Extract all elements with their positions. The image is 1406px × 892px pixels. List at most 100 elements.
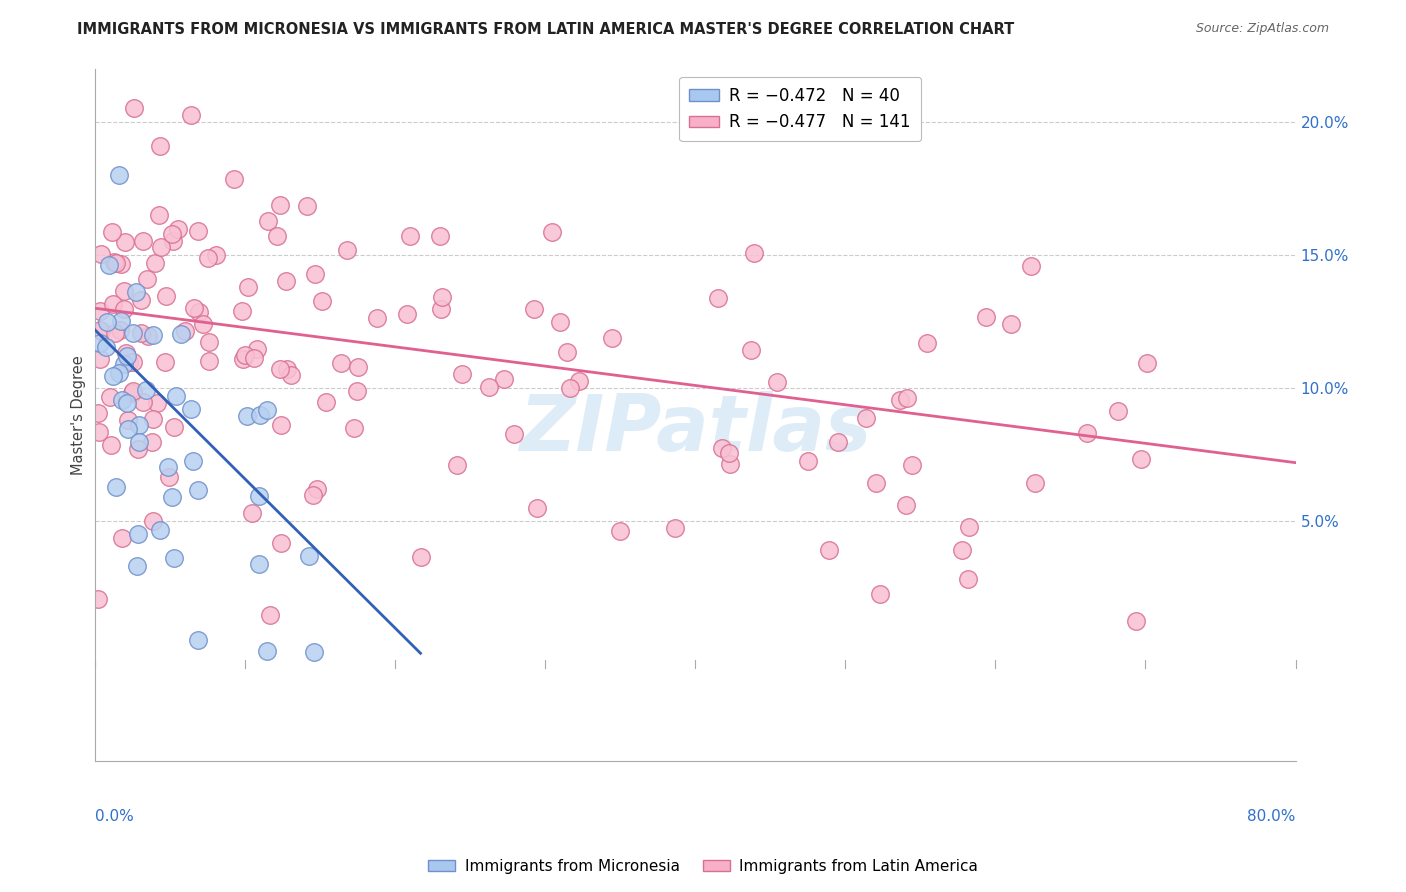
- Point: [270, 536, 292, 550]
- Point: [817, 543, 839, 558]
- Point: [869, 587, 891, 601]
- Point: [187, 632, 209, 647]
- Point: [429, 228, 451, 243]
- Point: [198, 335, 221, 350]
- Point: [122, 384, 145, 399]
- Point: [149, 523, 172, 537]
- Point: [492, 372, 515, 386]
- Point: [766, 375, 789, 389]
- Point: [141, 434, 163, 449]
- Point: [896, 391, 918, 405]
- Point: [302, 645, 325, 659]
- Point: [197, 354, 219, 368]
- Point: [1129, 451, 1152, 466]
- Point: [105, 480, 128, 494]
- Point: [269, 362, 291, 376]
- Point: [187, 224, 209, 238]
- Point: [409, 550, 432, 565]
- Point: [122, 326, 145, 340]
- Point: [311, 293, 333, 308]
- Point: [259, 607, 281, 622]
- Point: [89, 304, 111, 318]
- Point: [180, 402, 202, 417]
- Point: [136, 329, 159, 343]
- Point: [197, 251, 219, 265]
- Point: [112, 357, 135, 371]
- Point: [827, 434, 849, 449]
- Point: [503, 427, 526, 442]
- Point: [142, 514, 165, 528]
- Point: [127, 442, 149, 456]
- Text: 80.0%: 80.0%: [1247, 809, 1295, 824]
- Point: [111, 392, 134, 407]
- Point: [901, 458, 924, 472]
- Point: [98, 258, 121, 272]
- Point: [101, 297, 124, 311]
- Point: [1107, 403, 1129, 417]
- Point: [103, 255, 125, 269]
- Point: [894, 499, 917, 513]
- Point: [347, 359, 370, 374]
- Point: [1136, 356, 1159, 370]
- Point: [89, 335, 111, 350]
- Point: [889, 393, 911, 408]
- Point: [242, 351, 264, 366]
- Point: [115, 396, 138, 410]
- Point: [541, 225, 564, 239]
- Point: [249, 489, 271, 503]
- Point: [149, 138, 172, 153]
- Point: [399, 228, 422, 243]
- Point: [568, 374, 591, 388]
- Point: [135, 383, 157, 397]
- Point: [797, 453, 820, 467]
- Point: [122, 355, 145, 369]
- Point: [86, 406, 108, 420]
- Point: [181, 454, 204, 468]
- Point: [1024, 476, 1046, 491]
- Point: [111, 531, 134, 545]
- Point: [132, 395, 155, 409]
- Point: [270, 417, 292, 432]
- Point: [132, 234, 155, 248]
- Point: [108, 366, 131, 380]
- Point: [233, 348, 256, 362]
- Point: [125, 558, 148, 573]
- Point: [232, 352, 254, 367]
- Point: [129, 293, 152, 308]
- Point: [121, 386, 143, 401]
- Point: [855, 411, 877, 425]
- Point: [205, 248, 228, 262]
- Point: [301, 488, 323, 502]
- Point: [256, 403, 278, 417]
- Point: [114, 284, 136, 298]
- Point: [117, 354, 139, 368]
- Point: [122, 102, 145, 116]
- Point: [276, 361, 298, 376]
- Point: [548, 315, 571, 329]
- Point: [1125, 614, 1147, 628]
- Point: [297, 549, 319, 563]
- Point: [135, 272, 157, 286]
- Point: [101, 369, 124, 384]
- Point: [974, 310, 997, 324]
- Point: [110, 314, 132, 328]
- Point: [96, 340, 118, 354]
- Point: [128, 435, 150, 450]
- Point: [742, 246, 765, 260]
- Point: [149, 240, 172, 254]
- Point: [180, 107, 202, 121]
- Point: [110, 257, 132, 271]
- Point: [108, 168, 131, 182]
- Point: [304, 267, 326, 281]
- Point: [153, 355, 176, 369]
- Point: [162, 490, 184, 504]
- Point: [865, 476, 887, 491]
- Text: IMMIGRANTS FROM MICRONESIA VS IMMIGRANTS FROM LATIN AMERICA MASTER'S DEGREE CORR: IMMIGRANTS FROM MICRONESIA VS IMMIGRANTS…: [77, 22, 1015, 37]
- Point: [89, 351, 111, 366]
- Point: [90, 324, 112, 338]
- Point: [155, 289, 177, 303]
- Point: [162, 419, 184, 434]
- Point: [451, 367, 474, 381]
- Text: Source: ZipAtlas.com: Source: ZipAtlas.com: [1195, 22, 1329, 36]
- Point: [429, 301, 451, 316]
